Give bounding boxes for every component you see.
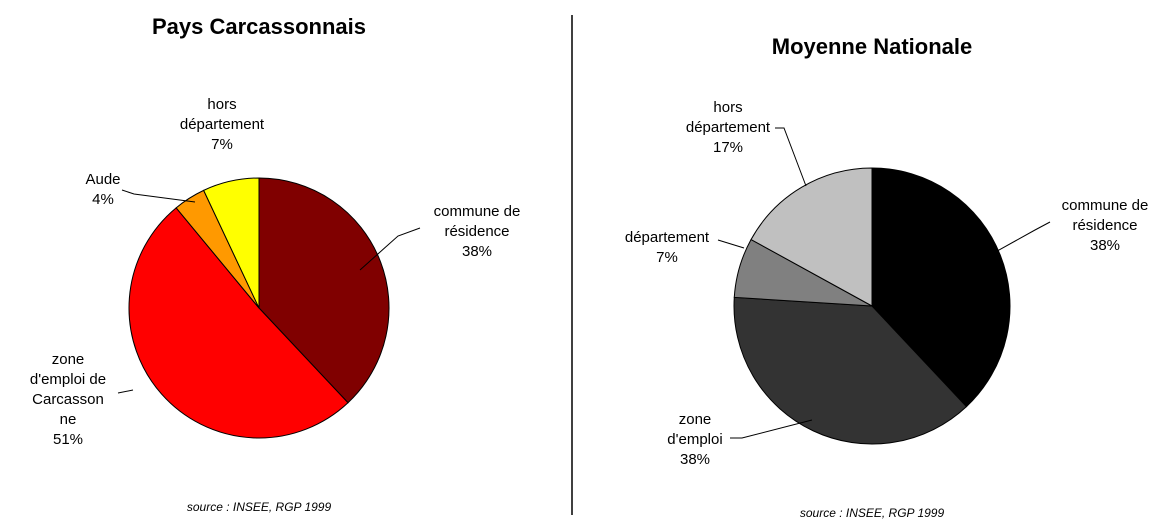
value-label: 17% — [712, 139, 744, 156]
value-label: 38% — [679, 451, 711, 468]
pie-slice — [871, 167, 1011, 408]
source: source : INSEE, RGP 1999 — [799, 506, 945, 520]
category-name: hors département — [685, 99, 771, 136]
source: source : INSEE, RGP 1999 — [186, 500, 332, 514]
pie-slice — [258, 177, 390, 404]
value-label: 38% — [461, 243, 493, 260]
category-name: département — [624, 229, 710, 246]
value-label: 7% — [656, 249, 678, 266]
category-name: commune de résidence — [433, 203, 521, 240]
leader-line — [989, 221, 1051, 256]
pie-slice — [750, 167, 873, 307]
category-name: zone d'emploi — [667, 411, 723, 448]
leader-line — [359, 227, 421, 271]
leader-line — [117, 389, 134, 394]
category-name: hors département — [179, 96, 265, 133]
leader-line — [775, 127, 807, 187]
value-label: 51% — [52, 431, 84, 448]
chart-title: Moyenne Nationale — [771, 34, 973, 59]
slice-label: Aude 4% — [73, 170, 133, 210]
value-label: 38% — [1089, 237, 1121, 254]
pie-slice — [733, 296, 968, 445]
slice-label: zone d'emploi 38% — [650, 410, 740, 470]
pie-slice — [202, 177, 260, 309]
slice-label: hors département 7% — [167, 95, 277, 155]
category-name: zone d'emploi de Carcassonne — [29, 351, 107, 428]
value-label: 4% — [92, 191, 114, 208]
slice-label: département 7% — [612, 228, 722, 268]
slice-label: commune de résidence 38% — [417, 202, 537, 262]
slice-label: commune de résidence 38% — [1045, 196, 1157, 256]
category-name: Aude — [85, 171, 121, 188]
chart-title: Pays Carcassonnais — [151, 14, 367, 39]
value-label: 7% — [211, 136, 233, 153]
leader-line — [730, 419, 813, 439]
leader-line — [717, 239, 745, 249]
category-name: commune de résidence — [1061, 197, 1149, 234]
pie-slice — [128, 207, 349, 439]
slice-label: zone d'emploi de Carcassonne 51% — [29, 350, 107, 450]
leader-line — [121, 189, 196, 203]
slice-label: hors département 17% — [673, 98, 783, 158]
